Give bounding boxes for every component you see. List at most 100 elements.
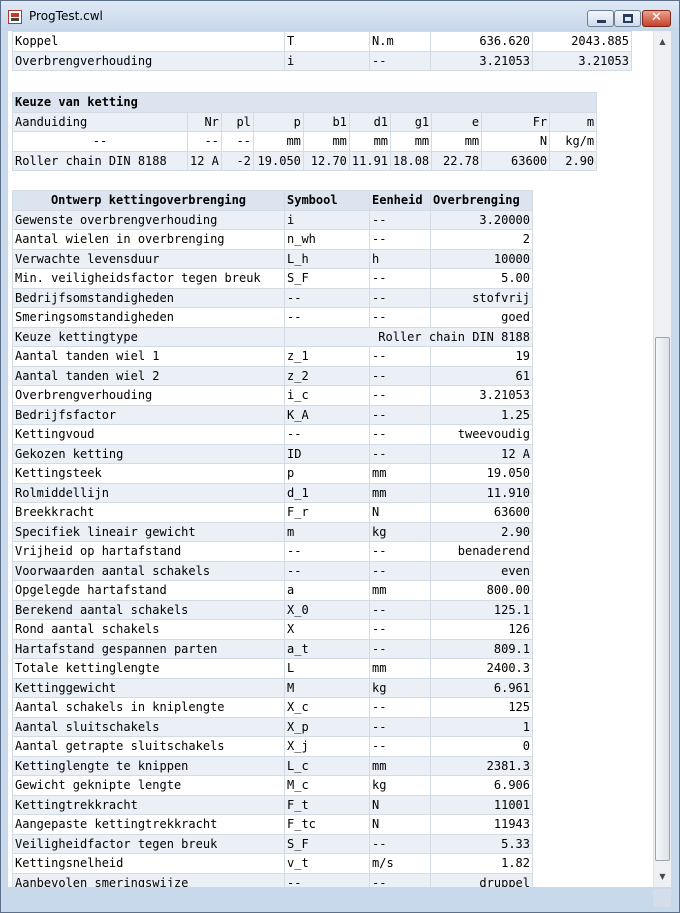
row-unit: mm: [369, 463, 431, 484]
row-label: Berekend aantal schakels: [12, 599, 285, 620]
keuze-header-cell: d1: [348, 111, 392, 132]
window-bottom-frame: [8, 887, 671, 909]
row-value: 125: [430, 697, 533, 718]
ontwerp-kettingoverbrenging-table: Ontwerp kettingoverbrenging Symbool Eenh…: [12, 190, 533, 893]
table-row: Kettingvoud -- -- tweevoudig: [12, 424, 533, 445]
row-unit: kg: [369, 775, 431, 796]
row-symbol: K_A: [284, 404, 370, 425]
row-symbol: --: [284, 424, 370, 445]
row-label: Kettingtrekkracht: [12, 794, 285, 815]
maximize-button[interactable]: [614, 10, 641, 27]
row-label: Gewenste overbrengverhouding: [12, 209, 285, 230]
keuze-unit-cell: mm: [431, 131, 483, 152]
scroll-up-arrow-icon[interactable]: ▲: [659, 37, 666, 46]
table-row: Gewicht geknipte lengte M_c kg 6.906: [12, 775, 533, 796]
row-symbol: T: [284, 31, 370, 52]
row-value: 3.21053: [430, 385, 533, 406]
app-document-icon: [8, 10, 22, 24]
table-row: Hartafstand gespannen parten a_t -- 809.1: [12, 638, 533, 659]
row-symbol: --: [284, 560, 370, 581]
row-symbol: --: [284, 541, 370, 562]
table-row: Bedrijfsfactor K_A -- 1.25: [12, 404, 533, 425]
table-row: Kettingtrekkracht F_t N 11001: [12, 794, 533, 815]
row-unit: --: [369, 346, 431, 367]
resize-grip-icon[interactable]: [653, 889, 671, 907]
keuze-value-cell: 12 A: [187, 150, 222, 171]
row-label: Rolmiddellijn: [12, 482, 285, 503]
row-label: Aantal schakels in kniplengte: [12, 697, 285, 718]
minimize-button[interactable]: [587, 10, 614, 27]
vertical-scrollbar[interactable]: ▲ ▼: [653, 31, 671, 887]
row-label: Voorwaarden aantal schakels: [12, 560, 285, 581]
row-symbol: n_wh: [284, 229, 370, 250]
row-value: 63600: [430, 502, 533, 523]
row-label: Aangepaste kettingtrekkracht: [12, 814, 285, 835]
table-row: Kettinglengte te knippen L_c mm 2381.3: [12, 755, 533, 776]
row-unit: --: [369, 736, 431, 757]
row-label: Overbrengverhouding: [12, 385, 285, 406]
row-value: 809.1: [430, 638, 533, 659]
row-value: 6.906: [430, 775, 533, 796]
table-row: Aantal tanden wiel 2 z_2 -- 61: [12, 365, 533, 386]
table-row: Rolmiddellijn d_1 mm 11.910: [12, 482, 533, 503]
scroll-down-arrow-icon[interactable]: ▼: [659, 872, 666, 881]
row-value: 3.21053: [532, 50, 632, 71]
row-unit: --: [369, 50, 431, 71]
table-row: Vrijheid op hartafstand -- -- benaderend: [12, 541, 533, 562]
keuze-value-row: Roller chain DIN 8188 12 A -2 19.050 12.70 11…: [12, 150, 598, 171]
row-value: 0: [430, 736, 533, 757]
col-header-symbol: Symbool: [284, 190, 370, 211]
row-value: even: [430, 560, 533, 581]
document-content[interactable]: Koppel T N.m 636.620 2043.885 Overbrengverhou…: [8, 31, 653, 909]
scroll-thumb[interactable]: [655, 337, 670, 861]
table-row: Overbrengverhouding i -- 3.21053 3.21053: [12, 50, 632, 71]
row-unit: N: [369, 794, 431, 815]
close-button[interactable]: ✕: [642, 10, 671, 27]
row-symbol: X: [284, 619, 370, 640]
close-icon: ✕: [651, 10, 662, 25]
row-label: Aantal sluitschakels: [12, 716, 285, 737]
keuze-value-cell: 19.050: [252, 150, 304, 171]
row-unit: --: [369, 307, 431, 328]
row-symbol: S_F: [284, 833, 370, 854]
row-unit: mm: [369, 755, 431, 776]
keuze-unit-cell: mm: [390, 131, 433, 152]
row-value: 6.961: [430, 677, 533, 698]
col-header-unit: Eenheid: [369, 190, 431, 211]
row-label: Bedrijfsfactor: [12, 404, 285, 425]
row-symbol: i_c: [284, 385, 370, 406]
table-row: Gekozen ketting ID -- 12 A: [12, 443, 533, 464]
row-value: 61: [430, 365, 533, 386]
row-symbol: z_1: [284, 346, 370, 367]
keuze-header-cell: b1: [302, 111, 350, 132]
row-value: 3.21053: [430, 50, 533, 71]
row-symbol: M_c: [284, 775, 370, 796]
row-unit: --: [369, 697, 431, 718]
row-symbol: i: [284, 209, 370, 230]
row-value: 2.90: [430, 521, 533, 542]
row-value: 5.00: [430, 268, 533, 289]
keuze-header-cell: m: [549, 111, 598, 132]
row-label: Rond aantal schakels: [12, 619, 285, 640]
keuze-value-cell: 18.08: [390, 150, 433, 171]
row-label: Hartafstand gespannen parten: [12, 638, 285, 659]
table-row: Aantal sluitschakels X_p -- 1: [12, 716, 533, 737]
keuze-header-cell: e: [431, 111, 483, 132]
keuze-unit-cell: --: [12, 131, 188, 152]
row-unit: --: [369, 833, 431, 854]
keuze-value-cell: 22.78: [431, 150, 483, 171]
row-symbol: X_j: [284, 736, 370, 757]
title-bar[interactable]: ProgTest.cwl ✕: [1, 1, 679, 31]
keuze-header-cell: Aanduiding: [12, 111, 188, 132]
row-unit: kg: [369, 677, 431, 698]
keuze-unit-cell: --: [220, 131, 254, 152]
row-unit: --: [369, 365, 431, 386]
row-value: 12 A: [430, 443, 533, 464]
koppel-table: Koppel T N.m 636.620 2043.885 Overbrengverhou…: [12, 31, 632, 71]
table-row: Min. veiligheidsfactor tegen breuk S_F -- 5…: [12, 268, 533, 289]
keuze-van-ketting-table: Keuze van ketting Aanduiding Nr pl p b1 d1 g1 e…: [11, 92, 598, 171]
window-title: ProgTest.cwl: [29, 9, 103, 23]
keuze-unit-cell: mm: [302, 131, 350, 152]
row-unit: kg: [369, 521, 431, 542]
